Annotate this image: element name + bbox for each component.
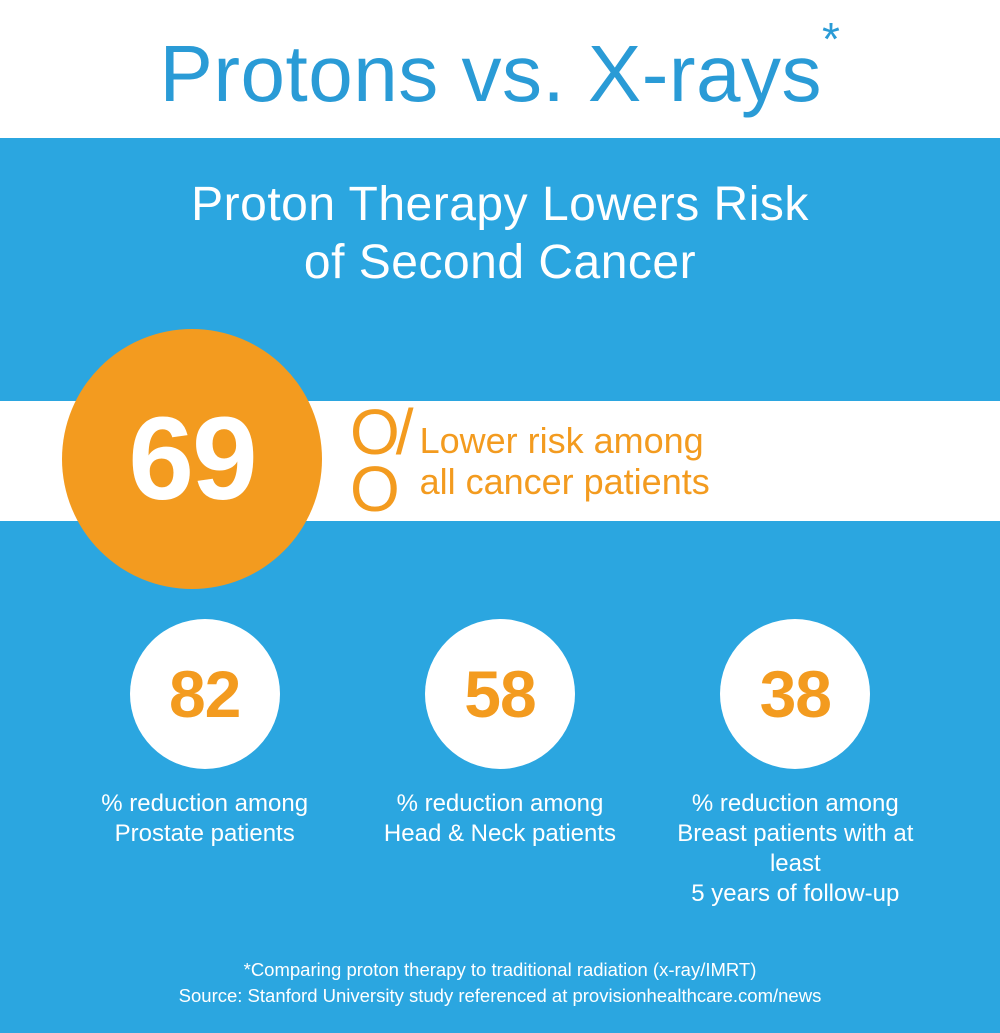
stat-label-line: % reduction among (692, 790, 899, 817)
percent-slash: / (396, 396, 402, 468)
footnote-line2: Source: Stanford University study refere… (179, 985, 822, 1006)
stats-row: 82 % reduction among Prostate patients 5… (0, 589, 1000, 909)
footnote-line1: *Comparing proton therapy to traditional… (244, 959, 757, 980)
stat-value: 58 (464, 656, 535, 732)
main-stat-circle: 69 (62, 329, 322, 589)
stat-label-line: 5 years of follow-up (691, 880, 899, 907)
main-label-line1: Lower risk among (420, 420, 704, 461)
stat-item-prostate: 82 % reduction among Prostate patients (72, 619, 337, 909)
stat-label: % reduction among Breast patients with a… (663, 789, 928, 909)
stat-label: % reduction among Head & Neck patients (384, 789, 616, 849)
subtitle-line2: of Second Cancer (304, 236, 696, 289)
header: Protons vs. X-rays* (0, 0, 1000, 138)
footnote: *Comparing proton therapy to traditional… (0, 957, 1000, 1033)
stat-value: 38 (760, 656, 831, 732)
main-stat-label: Lower risk among all cancer patients (420, 420, 710, 503)
main-stat-value: 69 (128, 391, 255, 527)
title-asterisk: * (822, 13, 840, 65)
subtitle: Proton Therapy Lowers Risk of Second Can… (0, 176, 1000, 291)
stat-label: % reduction among Prostate patients (101, 789, 308, 849)
percent-symbol: O/O (350, 404, 402, 519)
stat-label-line: % reduction among (397, 790, 604, 817)
stat-value: 82 (169, 656, 240, 732)
stat-circle: 82 (130, 619, 280, 769)
stat-label-line: Breast patients with at least (677, 820, 913, 877)
stat-label-line: Prostate patients (115, 820, 295, 847)
infographic-container: Protons vs. X-rays* Proton Therapy Lower… (0, 0, 1000, 1000)
main-title: Protons vs. X-rays* (0, 28, 1000, 120)
subtitle-line1: Proton Therapy Lowers Risk (191, 178, 809, 231)
stat-circle: 58 (425, 619, 575, 769)
main-stat: O/O Lower risk among all cancer patients… (0, 329, 1000, 589)
body-section: Proton Therapy Lowers Risk of Second Can… (0, 138, 1000, 1033)
stat-label-line: Head & Neck patients (384, 820, 616, 847)
main-label-line2: all cancer patients (420, 461, 710, 502)
percent-o-bottom: O (350, 453, 396, 525)
title-text: Protons vs. X-rays (160, 29, 823, 118)
stat-label-line: % reduction among (101, 790, 308, 817)
stat-circle: 38 (720, 619, 870, 769)
stat-item-head-neck: 58 % reduction among Head & Neck patient… (367, 619, 632, 909)
stat-item-breast: 38 % reduction among Breast patients wit… (663, 619, 928, 909)
